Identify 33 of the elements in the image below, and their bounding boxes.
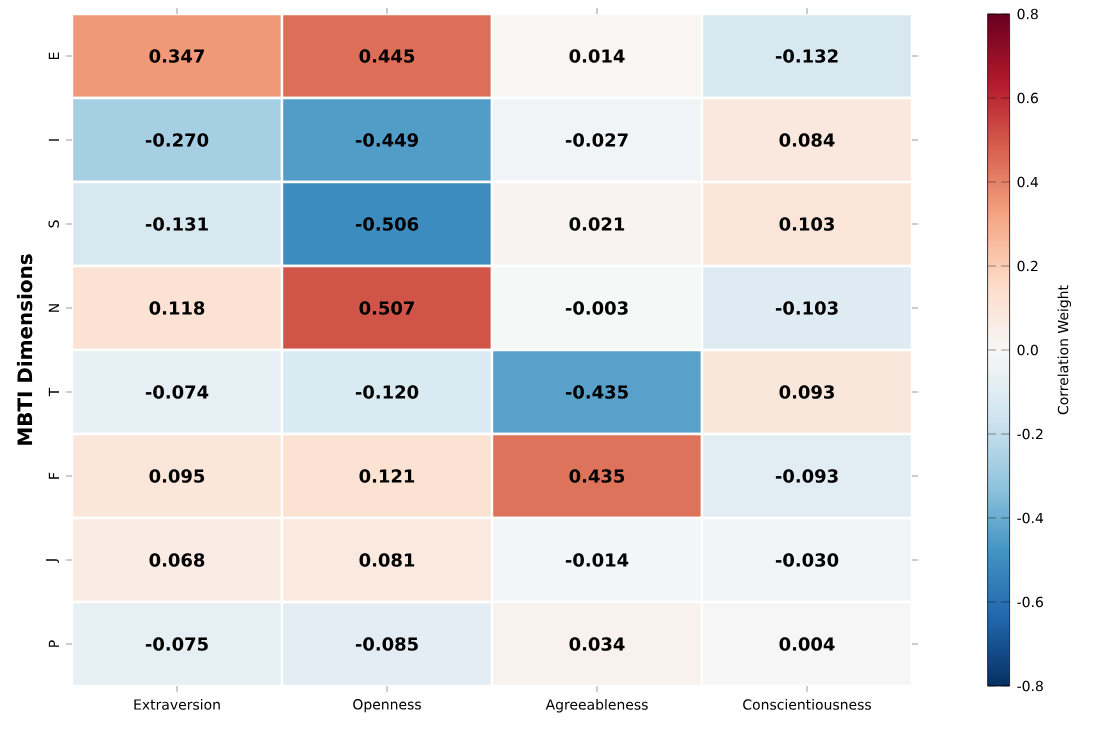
data-label: -0.074 <box>145 385 209 399</box>
data-label: -0.449 <box>355 133 418 147</box>
data-label: 0.445 <box>359 49 415 63</box>
data-label: 0.093 <box>779 385 834 399</box>
data-label: -0.003 <box>565 301 628 315</box>
data-label: -0.093 <box>775 469 838 483</box>
y-axis-title: MBTI Dimensions <box>16 254 33 445</box>
data-label: -0.103 <box>775 301 838 315</box>
data-label: 0.347 <box>149 49 204 63</box>
data-label: -0.085 <box>355 637 418 651</box>
data-label: -0.506 <box>355 217 419 231</box>
data-label: -0.030 <box>775 553 839 567</box>
data-label: -0.270 <box>145 133 209 147</box>
data-label: 0.507 <box>359 301 414 315</box>
data-label: 0.081 <box>359 553 415 567</box>
data-label: -0.120 <box>355 385 419 399</box>
data-label: 0.095 <box>149 469 205 483</box>
data-label: 0.004 <box>779 637 835 651</box>
data-label: 0.068 <box>149 553 205 567</box>
data-label: 0.021 <box>569 217 625 231</box>
data-label: 0.435 <box>569 469 625 483</box>
data-label: 0.103 <box>779 217 834 231</box>
data-label: -0.131 <box>145 217 208 231</box>
data-label: -0.075 <box>145 637 208 651</box>
data-label: 0.034 <box>569 637 625 651</box>
data-label: 0.014 <box>569 49 625 63</box>
data-label: -0.435 <box>565 385 628 399</box>
data-label: -0.014 <box>565 553 629 567</box>
data-label: 0.121 <box>359 469 415 483</box>
data-label: 0.118 <box>149 301 205 315</box>
data-label: -0.132 <box>775 49 838 63</box>
data-label: 0.084 <box>779 133 835 147</box>
data-label: -0.027 <box>565 133 628 147</box>
